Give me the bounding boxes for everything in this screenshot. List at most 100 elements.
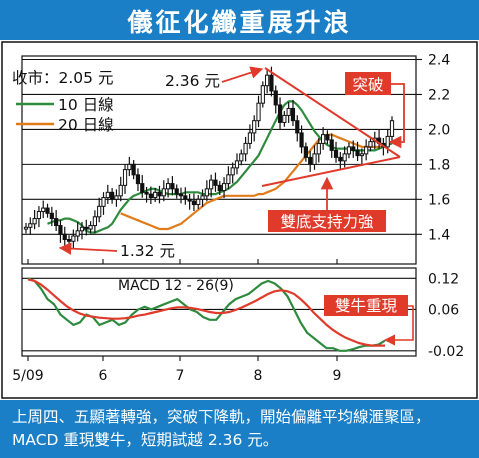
candle-body [49, 212, 54, 220]
candle-body [84, 226, 89, 230]
candle-body [32, 218, 37, 225]
candle-body [269, 74, 274, 92]
candle-body [92, 216, 97, 227]
candle-body [79, 226, 85, 232]
candle-body [295, 120, 300, 134]
support-annotation: 雙底支持力強 [280, 213, 373, 231]
candle-body [333, 149, 339, 158]
breakout-box [345, 72, 391, 95]
candle-body [316, 142, 321, 155]
candle-body [204, 188, 209, 197]
signal-line [27, 278, 385, 347]
candle-body [209, 179, 214, 190]
candle-body [346, 146, 352, 155]
candle-body [308, 156, 313, 165]
price-panel [21, 55, 417, 265]
candle-body [28, 223, 33, 228]
candle-body [88, 225, 93, 230]
price-tick-label: 2.0 [428, 122, 450, 138]
macd-lines [27, 277, 386, 352]
candle-body [217, 184, 222, 192]
candle-body [290, 107, 296, 122]
price-tick-label: 1.6 [428, 192, 450, 208]
x-axis: 5/09 6 7 8 9 [12, 259, 341, 384]
price-tick-label: 2.2 [428, 87, 450, 103]
candle-body [338, 156, 343, 162]
candle-body [252, 120, 257, 134]
macd-panel [21, 267, 417, 357]
macd-tick-label: 0.06 [428, 302, 459, 318]
chart-area: 2.4 2.2 2.0 1.8 1.6 1.4 0.12 0.06 -0.02 5/09 6 7 8… [0, 40, 479, 400]
candle-body [187, 198, 192, 202]
x-tick-label: 5/09 [12, 368, 43, 384]
candle-body [368, 141, 373, 148]
chart-frame [1, 41, 478, 399]
ma20-line [120, 133, 393, 231]
candle-body [36, 211, 42, 220]
x-tick-label: 7 [176, 368, 185, 384]
price-tick-label: 2.4 [428, 52, 450, 68]
macd-label: MACD 12 - 26(9) [118, 278, 234, 294]
candle-body [178, 193, 184, 197]
x-tick-label: 9 [333, 368, 342, 384]
candle-body [364, 146, 369, 155]
candle-body [105, 191, 110, 199]
candle-body [256, 102, 261, 122]
close-label: 收市：2.05 元 [12, 69, 113, 87]
candle-body [230, 167, 235, 176]
price-tick-label: 1.4 [428, 227, 450, 243]
support-box [268, 210, 386, 232]
candle-body [41, 207, 46, 213]
candle-body [75, 230, 80, 237]
candles [23, 66, 395, 249]
candle-body [299, 132, 304, 148]
candle-body [62, 233, 67, 241]
caption-text: 上周四、五顯著轉強，突破下降軌，開始偏離平均線滙聚區，MACD 重現雙牛，短期試… [12, 408, 431, 449]
legend-ma10-label: 10 日線 [58, 96, 114, 114]
candle-body [277, 104, 283, 123]
candle-body [144, 191, 149, 195]
double-bull-annotation: 雙牛重現 [335, 297, 398, 315]
candle-body [325, 134, 330, 141]
candle-body [165, 183, 171, 190]
candle-body [131, 163, 136, 176]
candle-body [135, 174, 141, 185]
candle-body [303, 146, 308, 158]
candle-body [174, 188, 179, 195]
candle-body [221, 183, 227, 192]
candle-body [196, 198, 201, 206]
candle-body [157, 191, 162, 197]
candle-body [101, 197, 106, 207]
macd-tick-label: -0.02 [428, 344, 464, 360]
caption-bar: 上周四、五顯著轉強，突破下降軌，開始偏離平均線滙聚區，MACD 重現雙牛，短期試… [0, 400, 479, 458]
candle-body [286, 107, 291, 116]
candle-body [122, 169, 128, 186]
candle-body [282, 114, 287, 123]
candle-body [183, 195, 188, 200]
price-grid: 2.4 2.2 2.0 1.8 1.6 1.4 [22, 52, 450, 243]
candle-body [153, 191, 158, 199]
breakout-arrow [388, 83, 405, 149]
candle-body [148, 193, 153, 199]
candle-body [355, 149, 360, 157]
candle-body [312, 153, 317, 165]
candle-body [351, 146, 356, 151]
high-annotation: 2.36 元 [165, 72, 220, 90]
candle-body [110, 191, 115, 200]
legend-ma20-label: 20 日線 [58, 116, 114, 134]
candle-body [54, 218, 59, 227]
candle-body [71, 235, 76, 242]
candle-body [243, 142, 248, 155]
breakout-annotation: 突破 [352, 76, 383, 94]
candle-body [213, 179, 218, 186]
downtrend-line [264, 67, 401, 158]
candle-body [321, 134, 326, 144]
double-bull-arrow [383, 305, 414, 346]
candle-body [342, 153, 347, 162]
double-bull-box [324, 295, 408, 316]
candle-body [329, 139, 334, 151]
candle-body [66, 239, 72, 242]
x-tick-label: 8 [254, 368, 263, 384]
candle-body [359, 153, 364, 157]
candle-body [161, 188, 166, 197]
